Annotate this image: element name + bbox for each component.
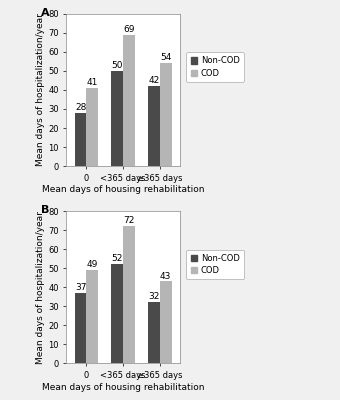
Bar (86, 270, 98, 363)
Bar (75, 293, 86, 363)
Y-axis label: Mean days of hospitalization/year: Mean days of hospitalization/year (36, 211, 45, 364)
Bar (75, 113, 86, 166)
Legend: Non-COD, COD: Non-COD, COD (186, 250, 244, 279)
Text: 69: 69 (123, 25, 135, 34)
Bar (86, 88, 98, 166)
X-axis label: Mean days of housing rehabilitation: Mean days of housing rehabilitation (42, 186, 204, 194)
Bar (148, 302, 160, 363)
Text: 52: 52 (112, 254, 123, 264)
Y-axis label: Mean days of hospitalization/year: Mean days of hospitalization/year (36, 14, 45, 166)
Text: 42: 42 (148, 76, 159, 85)
Text: 28: 28 (75, 103, 86, 112)
Legend: Non-COD, COD: Non-COD, COD (186, 52, 244, 82)
Bar (160, 63, 172, 166)
Text: 32: 32 (148, 292, 160, 302)
Bar (112, 71, 123, 166)
Text: 54: 54 (160, 54, 171, 62)
Bar (160, 282, 172, 363)
Text: 41: 41 (87, 78, 98, 87)
Text: 37: 37 (75, 283, 86, 292)
Bar (148, 86, 160, 166)
Bar (123, 35, 135, 166)
Text: 43: 43 (160, 272, 171, 280)
Text: 49: 49 (87, 260, 98, 269)
X-axis label: Mean days of housing rehabilitation: Mean days of housing rehabilitation (42, 383, 204, 392)
Bar (112, 264, 123, 363)
Text: B: B (41, 205, 50, 215)
Text: 72: 72 (123, 216, 135, 226)
Bar (123, 226, 135, 363)
Text: A: A (41, 8, 50, 18)
Text: 50: 50 (112, 61, 123, 70)
